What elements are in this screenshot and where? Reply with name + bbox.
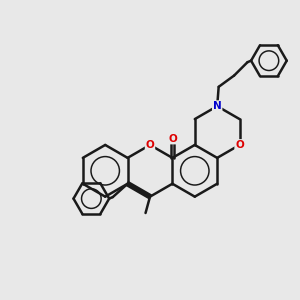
Text: O: O <box>146 140 154 150</box>
Text: O: O <box>168 134 177 144</box>
Text: O: O <box>235 140 244 150</box>
Text: N: N <box>213 101 222 111</box>
